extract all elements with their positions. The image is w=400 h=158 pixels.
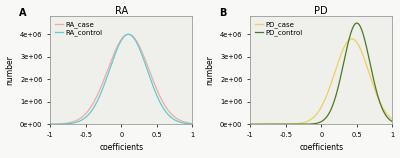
RA_case <box>116 42 121 44</box>
RA_control <box>116 44 121 46</box>
Title: PD: PD <box>314 6 328 15</box>
RA_control <box>42 123 47 125</box>
PD_control <box>399 123 400 125</box>
RA_control <box>112 55 117 57</box>
Text: B: B <box>219 8 226 18</box>
Legend: RA_case, RA_control: RA_case, RA_control <box>54 20 104 37</box>
RA_case <box>199 123 204 125</box>
PD_case <box>350 38 354 40</box>
PD_control <box>234 123 238 125</box>
RA_control <box>204 123 209 125</box>
RA_control <box>34 123 38 125</box>
PD_control <box>354 22 359 24</box>
RA_control <box>168 116 173 118</box>
Legend: PD_case, PD_control: PD_case, PD_control <box>254 20 304 37</box>
RA_control <box>199 123 204 125</box>
RA_case <box>204 123 209 125</box>
PD_control <box>242 123 247 125</box>
Line: PD_case: PD_case <box>236 39 400 124</box>
RA_control <box>126 33 131 35</box>
PD_case <box>316 110 321 112</box>
X-axis label: coefficients: coefficients <box>299 143 343 152</box>
PD_case <box>312 116 317 118</box>
RA_case <box>42 123 47 125</box>
PD_case <box>234 123 238 125</box>
Line: RA_case: RA_case <box>36 34 207 124</box>
PD_control <box>399 123 400 125</box>
RA_case <box>126 33 131 35</box>
RA_control <box>199 123 204 125</box>
RA_case <box>34 123 38 125</box>
PD_control <box>368 64 373 66</box>
RA_case <box>199 123 204 125</box>
Text: A: A <box>19 8 26 18</box>
PD_case <box>242 123 247 125</box>
PD_case <box>399 122 400 124</box>
PD_case <box>399 122 400 124</box>
Y-axis label: number: number <box>6 55 14 85</box>
PD_control <box>316 122 321 124</box>
PD_case <box>368 76 373 78</box>
Title: RA: RA <box>115 6 128 15</box>
RA_case <box>168 112 173 114</box>
Line: PD_control: PD_control <box>236 23 400 124</box>
Line: RA_control: RA_control <box>36 34 207 124</box>
Y-axis label: number: number <box>206 55 214 85</box>
RA_case <box>112 52 117 54</box>
PD_control <box>312 123 317 125</box>
X-axis label: coefficients: coefficients <box>99 143 143 152</box>
